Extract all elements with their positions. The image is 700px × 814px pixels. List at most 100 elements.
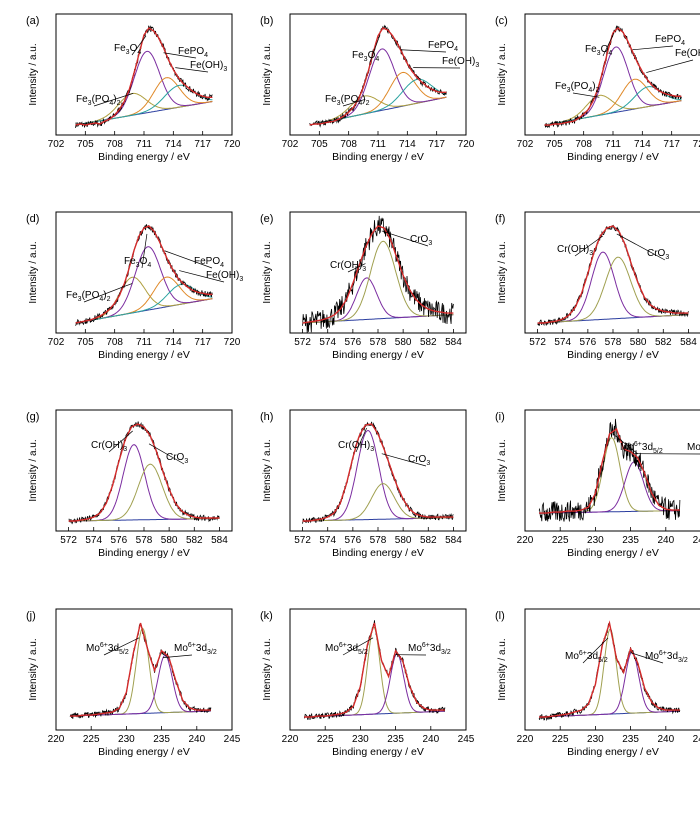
x-tick-label: 584 [445, 535, 462, 546]
peak-annotation: Fe3O4 [114, 43, 141, 56]
x-tick-label: 245 [693, 734, 700, 745]
x-tick-label: 705 [546, 139, 563, 150]
x-tick-label: 711 [136, 337, 152, 348]
x-tick-label: 230 [352, 734, 369, 745]
x-tick-label: 572 [294, 535, 311, 546]
x-tick-label: 717 [194, 139, 211, 150]
x-tick-label: 702 [48, 139, 65, 150]
x-tick-label: 702 [48, 337, 65, 348]
peak-annotation: Mo6+3d3/2 [408, 642, 451, 656]
peak-annotation: Fe(OH)3 [442, 56, 479, 69]
x-tick-label: 711 [370, 139, 386, 150]
x-tick-label: 714 [165, 337, 182, 348]
y-axis-label: Intensity / a.u. [28, 241, 39, 303]
fit-envelope [539, 623, 680, 717]
x-tick-label: 580 [395, 535, 412, 546]
x-tick-label: 245 [458, 734, 475, 745]
panel-label: (a) [26, 15, 39, 27]
x-tick-label: 720 [224, 337, 241, 348]
peak-annotation: Fe3(PO4)2 [555, 81, 600, 94]
peak-annotation: Fe3O4 [585, 44, 612, 57]
x-tick-label: 708 [106, 139, 123, 150]
y-axis-label: Intensity / a.u. [497, 638, 508, 700]
x-axis-label: Binding energy / eV [98, 151, 190, 163]
panel-label: (d) [26, 213, 39, 225]
x-tick-label: 225 [317, 734, 334, 745]
x-tick-label: 582 [420, 337, 437, 348]
x-tick-label: 225 [552, 734, 569, 745]
plot-frame [290, 14, 466, 135]
x-axis-label: Binding energy / eV [98, 547, 190, 559]
panel-label: (f) [495, 213, 505, 225]
x-tick-label: 580 [630, 337, 647, 348]
x-tick-label: 714 [165, 139, 182, 150]
fit-envelope [304, 623, 445, 717]
y-axis-label: Intensity / a.u. [497, 241, 508, 303]
fit-envelope [303, 424, 454, 521]
raw-spectrum [304, 620, 445, 720]
x-tick-label: 240 [188, 734, 205, 745]
peak-annotation: Fe(OH)3 [206, 270, 243, 283]
fit-envelope [76, 28, 213, 125]
x-tick-label: 240 [657, 734, 674, 745]
x-tick-label: 578 [370, 337, 387, 348]
raw-spectrum [76, 26, 213, 128]
y-axis-label: Intensity / a.u. [28, 439, 39, 501]
panel-label: (l) [495, 610, 505, 622]
x-tick-label: 702 [282, 139, 299, 150]
x-tick-label: 576 [345, 337, 362, 348]
x-tick-label: 574 [319, 337, 336, 348]
y-axis-label: Intensity / a.u. [262, 638, 273, 700]
peak-annotation: CrO3 [166, 452, 188, 465]
peak-annotation: Fe3O4 [124, 256, 151, 269]
peak-annotation: Fe(OH)3 [190, 60, 227, 73]
plot-frame [290, 410, 466, 531]
x-tick-label: 578 [605, 337, 622, 348]
x-tick-label: 576 [345, 535, 362, 546]
x-tick-label: 220 [48, 734, 65, 745]
panel-label: (b) [260, 15, 273, 27]
x-tick-label: 584 [680, 337, 697, 348]
peak-annotation: CrO3 [408, 454, 430, 467]
x-tick-label: 235 [153, 734, 170, 745]
x-tick-label: 717 [663, 139, 680, 150]
x-tick-label: 708 [340, 139, 357, 150]
x-tick-label: 714 [399, 139, 416, 150]
panel-label: (i) [495, 411, 505, 423]
x-tick-label: 582 [655, 337, 672, 348]
x-tick-label: 572 [60, 535, 77, 546]
x-tick-label: 720 [458, 139, 475, 150]
fit-peak-mo6-3d5-2 [304, 627, 445, 717]
x-tick-label: 578 [370, 535, 387, 546]
x-tick-label: 574 [554, 337, 571, 348]
x-tick-label: 220 [282, 734, 299, 745]
plot-frame [56, 609, 232, 730]
x-tick-label: 574 [319, 535, 336, 546]
x-tick-label: 235 [622, 535, 639, 546]
x-axis-label: Binding energy / eV [332, 151, 424, 163]
y-axis-label: Intensity / a.u. [262, 439, 273, 501]
peak-annotation: CrO3 [647, 248, 669, 261]
x-tick-label: 711 [605, 139, 621, 150]
fit-peak-cr-oh-3 [69, 445, 220, 521]
x-tick-label: 720 [693, 139, 700, 150]
x-tick-label: 235 [387, 734, 404, 745]
x-tick-label: 582 [186, 535, 203, 546]
x-tick-label: 572 [294, 337, 311, 348]
x-tick-label: 240 [657, 535, 674, 546]
x-tick-label: 220 [517, 734, 534, 745]
x-tick-label: 705 [77, 337, 94, 348]
x-tick-label: 225 [552, 535, 569, 546]
fit-peak-mo6-3d5-2 [539, 629, 680, 717]
